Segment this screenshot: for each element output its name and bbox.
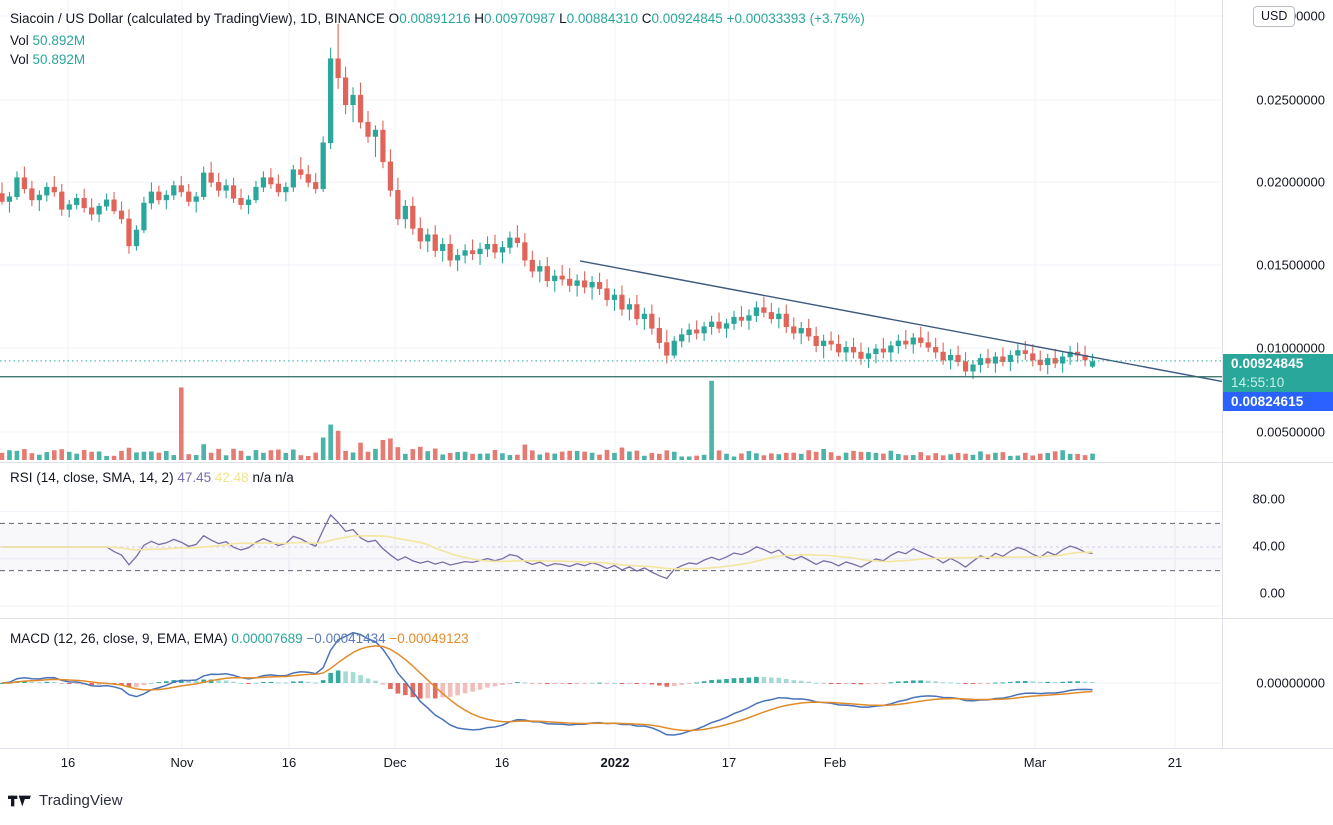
time-tick-5: 2022	[600, 755, 630, 770]
price-chart-canvas[interactable]	[0, 0, 1222, 462]
macd-pane[interactable]	[0, 619, 1222, 748]
macd-chart-canvas[interactable]	[0, 619, 1222, 748]
last-price-badge: 0.00924845	[1223, 354, 1333, 373]
lower-price-badge: 0.00824615	[1223, 392, 1333, 411]
price-tick-4: 0.01000000	[1256, 340, 1325, 356]
price-tick-2: 0.02000000	[1256, 174, 1325, 190]
macd-axis[interactable]: 0.00000000	[1222, 619, 1333, 748]
macd-tick-0: 0.00000000	[1256, 675, 1325, 691]
time-axis[interactable]: 16 Nov 16 Dec 16 2022 17 Feb Mar 21	[0, 748, 1333, 780]
trendline	[579, 260, 1222, 383]
countdown-badge: 14:55:10	[1223, 373, 1333, 392]
macd-histogram	[0, 670, 1095, 699]
price-tick-5: 0.00500000	[1256, 424, 1325, 440]
time-tick-2: 16	[281, 755, 297, 770]
pane-separator-rsi[interactable]	[0, 462, 1333, 463]
rsi-tick-1: 40.00	[1252, 538, 1285, 554]
rsi-axis[interactable]: 80.00 40.00 0.00	[1222, 463, 1333, 618]
volume-bars	[0, 380, 1095, 460]
time-tick-7: Feb	[823, 755, 847, 770]
time-tick-1: Nov	[170, 755, 194, 770]
time-tick-0: 16	[60, 755, 76, 770]
time-tick-3: Dec	[383, 755, 407, 770]
rsi-tick-0: 80.00	[1252, 491, 1285, 507]
price-tick-1: 0.02500000	[1256, 92, 1325, 108]
tradingview-logo[interactable]: TradingView	[8, 792, 123, 809]
pane-separator-macd[interactable]	[0, 618, 1333, 619]
price-tick-3: 0.01500000	[1256, 257, 1325, 273]
rsi-tick-2: 0.00	[1259, 585, 1285, 601]
price-pane[interactable]	[0, 0, 1222, 462]
rsi-chart-canvas[interactable]	[0, 463, 1222, 618]
tradingview-mark-icon	[8, 795, 31, 806]
currency-chip[interactable]: USD	[1253, 6, 1296, 27]
tradingview-wordmark: TradingView	[39, 792, 123, 809]
time-tick-8: Mar	[1023, 755, 1047, 770]
candlesticks	[0, 23, 1096, 380]
time-tick-9: 21	[1167, 755, 1183, 770]
rsi-pane[interactable]	[0, 463, 1222, 618]
time-tick-6: 17	[721, 755, 737, 770]
time-tick-4: 16	[494, 755, 510, 770]
